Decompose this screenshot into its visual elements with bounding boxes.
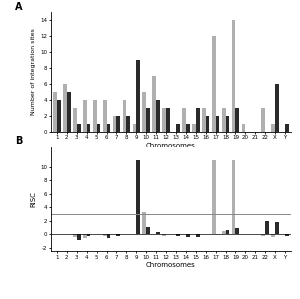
Bar (216, 116, 219, 132)
Bar (73, 234, 77, 237)
Bar (53, 92, 57, 132)
Bar (103, 234, 106, 236)
Bar (272, 234, 275, 237)
Bar (226, 230, 229, 234)
Bar (83, 234, 87, 238)
Bar (186, 123, 190, 132)
Bar (212, 160, 216, 234)
Bar (166, 108, 170, 132)
X-axis label: Chromosomes: Chromosomes (146, 263, 196, 269)
Bar (93, 100, 97, 132)
Bar (83, 100, 87, 132)
Bar (272, 123, 275, 132)
Bar (97, 123, 101, 132)
Bar (202, 108, 206, 132)
Bar (113, 116, 116, 132)
Bar (116, 234, 120, 236)
Bar (162, 108, 166, 132)
Bar (236, 108, 239, 132)
Bar (133, 123, 136, 132)
Bar (77, 234, 81, 240)
Bar (142, 92, 146, 132)
Bar (196, 234, 200, 237)
Bar (222, 231, 226, 234)
Bar (285, 234, 289, 236)
Bar (77, 123, 81, 132)
Bar (261, 108, 265, 132)
Bar (176, 123, 180, 132)
X-axis label: Chromosomes: Chromosomes (146, 143, 196, 149)
Bar (106, 234, 110, 238)
Bar (67, 92, 70, 132)
Text: A: A (15, 2, 22, 12)
Bar (87, 123, 91, 132)
Bar (57, 100, 61, 132)
Bar (146, 227, 150, 234)
Bar (73, 108, 77, 132)
Bar (182, 108, 186, 132)
Bar (275, 222, 279, 234)
Bar (192, 123, 196, 132)
Bar (232, 20, 236, 132)
Bar (265, 221, 269, 234)
Bar (136, 160, 140, 234)
Bar (103, 100, 106, 132)
Bar (156, 232, 160, 234)
Bar (222, 108, 226, 132)
Bar (212, 36, 216, 132)
Text: B: B (15, 136, 22, 146)
Bar (206, 116, 209, 132)
Bar (261, 234, 265, 236)
Bar (226, 116, 229, 132)
Bar (196, 108, 200, 132)
Bar (275, 84, 279, 132)
Bar (126, 116, 130, 132)
Bar (232, 160, 236, 234)
Bar (116, 116, 120, 132)
Bar (136, 60, 140, 132)
Y-axis label: RISC: RISC (30, 191, 36, 207)
Bar (176, 234, 180, 236)
Bar (152, 76, 156, 132)
Bar (146, 108, 150, 132)
Bar (236, 228, 239, 234)
Bar (123, 100, 126, 132)
Bar (285, 123, 289, 132)
Bar (142, 212, 146, 234)
Y-axis label: Number of integration sites: Number of integration sites (32, 28, 36, 115)
Bar (242, 123, 245, 132)
Bar (186, 234, 190, 237)
Bar (156, 100, 160, 132)
Bar (63, 84, 67, 132)
Bar (162, 234, 166, 236)
Bar (87, 234, 91, 236)
Bar (106, 123, 110, 132)
